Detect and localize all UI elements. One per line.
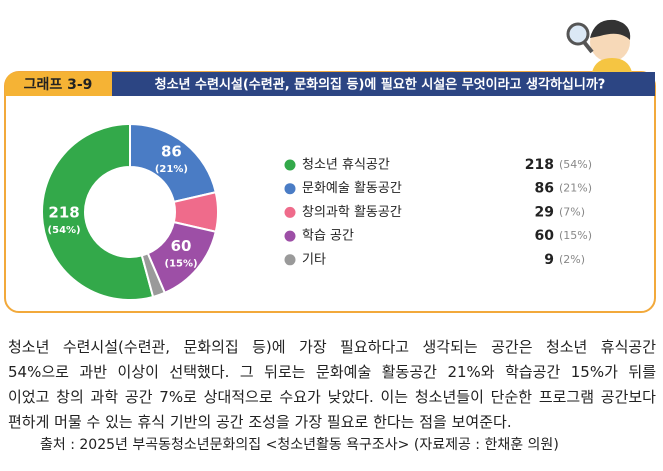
paragraph-line: 54%으로 과반 이상이 선택했다. 그 뒤로는 문화예술 활동공간 21%와 … [8, 363, 656, 381]
slice [140, 252, 167, 299]
legend-label: 창의과학 활동공간 [302, 205, 402, 220]
title-bg [112, 72, 655, 96]
legend-percent: (15%) [559, 229, 592, 242]
legend-label: 학습 공간 [302, 229, 354, 244]
paragraph-line: 청소년 수련시설(수련관, 문화의집 등)에 가장 필요하다고 생각되는 공간은… [8, 338, 656, 356]
legend-percent: (21%) [559, 182, 592, 195]
legend-label: 기타 [302, 252, 326, 267]
legend-percent: (54%) [559, 158, 592, 171]
legend-label: 문화예술 활동공간 [302, 181, 402, 196]
paragraph-line: 이었고 창의 과학 공간 7%로 상대적으로 수요가 낮았다. 이는 청소년들이… [8, 388, 656, 406]
legend-value: 218 [525, 157, 554, 173]
chart: 그래프 3-9 청소년 수련시설(수련관, 문화의집 등)에 필요한 시설은 무… [4, 19, 656, 313]
legend-label: 청소년 휴식공간 [302, 158, 390, 173]
legend-dot [284, 159, 296, 171]
slice-value: 60 [171, 237, 192, 255]
slice [129, 122, 217, 204]
slice-percent: (15%) [165, 259, 198, 270]
legend-percent: (2%) [559, 253, 585, 266]
paragraph-line: 편하게 머물 수 있는 휴식 기반의 공간 조성을 가장 필요로 한다는 점을 … [8, 413, 512, 431]
legend-percent: (7%) [559, 205, 585, 218]
slice [41, 122, 155, 301]
chart-title: 청소년 수련시설(수련관, 문화의집 등)에 필요한 시설은 무엇이라고 생각하… [155, 77, 606, 93]
slice-percent: (21%) [155, 164, 188, 175]
slice-value: 218 [48, 203, 79, 221]
legend-value: 60 [535, 228, 555, 244]
tag: 그래프 3-9 [24, 77, 93, 93]
legend-value: 9 [544, 252, 554, 268]
legend-value: 86 [535, 181, 554, 197]
legend-dot [284, 230, 296, 242]
legend-dot [284, 206, 296, 218]
legend-dot [284, 183, 296, 195]
illustration [566, 19, 632, 72]
slice-value: 86 [161, 142, 182, 160]
legend-dot [284, 254, 296, 266]
slice-percent: (54%) [48, 225, 81, 236]
tag-bg [5, 72, 112, 96]
legend-value: 29 [535, 204, 554, 220]
source: 출처 : 2025년 부곡동청소년문화의집 <청소년활동 욕구조사> (자료제공… [40, 437, 559, 453]
